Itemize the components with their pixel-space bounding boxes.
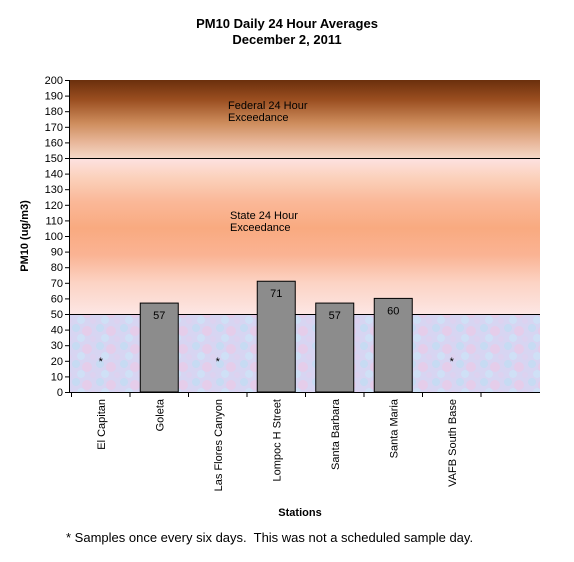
x-tick-label: Santa Maria <box>388 398 400 458</box>
x-tick-label: Santa Barbara <box>330 398 342 470</box>
y-axis-label: PM10 (ug/m3) <box>19 200 31 272</box>
bar-santa-barbara <box>315 302 355 393</box>
chart-title: PM10 Daily 24 Hour Averages <box>196 16 378 31</box>
x-tick-label: Las Flores Canyon <box>213 399 225 491</box>
bar-lompoc-h-street <box>256 280 296 393</box>
state-band-label-line2: Exceedance <box>230 222 291 234</box>
federal-exceedance-band <box>69 80 540 158</box>
y-tick-label: 10 <box>51 371 63 383</box>
x-axis-label: Stations <box>278 507 321 519</box>
x-axis: El Capitan Goleta Las Flores Canyon Lompoc … <box>69 392 540 491</box>
pm10-bar-chart: Federal 24 Hour Exceedance State 24 Hour… <box>19 75 540 519</box>
footnote: * Samples once every six days. This was … <box>66 530 474 545</box>
federal-band-label-line1: Federal 24 Hour <box>228 100 308 112</box>
x-tick-label: Goleta <box>154 398 166 431</box>
y-tick-label: 80 <box>51 262 63 274</box>
y-tick-label: 60 <box>51 293 63 305</box>
no-sample-marker: * <box>99 356 104 368</box>
y-tick-label: 180 <box>45 106 63 118</box>
y-axis: 0 10 20 30 40 50 60 70 80 90 100 110 120 130 140 150 160… <box>45 75 70 399</box>
bars: * 57 * 71 57 60 * <box>99 280 455 393</box>
bar-value-label: 60 <box>387 305 399 317</box>
y-tick-label: 140 <box>45 169 63 181</box>
bar-santa-maria <box>373 297 413 393</box>
y-tick-label: 30 <box>51 340 63 352</box>
y-tick-label: 20 <box>51 356 63 368</box>
y-tick-label: 160 <box>45 137 63 149</box>
bar-value-label: 57 <box>153 310 165 322</box>
bar-value-label: 71 <box>270 288 282 300</box>
y-tick-label: 90 <box>51 247 63 259</box>
y-tick-label: 70 <box>51 278 63 290</box>
y-tick-label: 170 <box>45 122 63 134</box>
y-tick-label: 150 <box>45 153 63 165</box>
state-exceedance-band <box>69 158 540 314</box>
bar-value-label: 57 <box>329 310 341 322</box>
y-tick-label: 40 <box>51 325 63 337</box>
no-sample-marker: * <box>450 356 455 368</box>
federal-band-label-line2: Exceedance <box>228 112 289 124</box>
bar-goleta <box>139 302 179 393</box>
below-standard-band <box>69 314 540 392</box>
y-tick-label: 100 <box>45 231 63 243</box>
chart-subtitle: December 2, 2011 <box>232 32 342 47</box>
y-tick-label: 130 <box>45 184 63 196</box>
x-tick-label: Lompoc H Street <box>271 399 283 482</box>
x-tick-label: El Capitan <box>96 399 108 450</box>
y-tick-label: 200 <box>45 75 63 87</box>
background-bands <box>69 80 540 392</box>
state-band-label-line1: State 24 Hour <box>230 210 298 222</box>
y-tick-label: 110 <box>45 215 63 227</box>
y-tick-label: 120 <box>45 200 63 212</box>
y-tick-label: 0 <box>57 387 63 399</box>
no-sample-marker: * <box>216 356 221 368</box>
y-tick-label: 190 <box>45 91 63 103</box>
y-tick-label: 50 <box>51 309 63 321</box>
x-tick-label: VAFB South Base <box>447 399 459 487</box>
